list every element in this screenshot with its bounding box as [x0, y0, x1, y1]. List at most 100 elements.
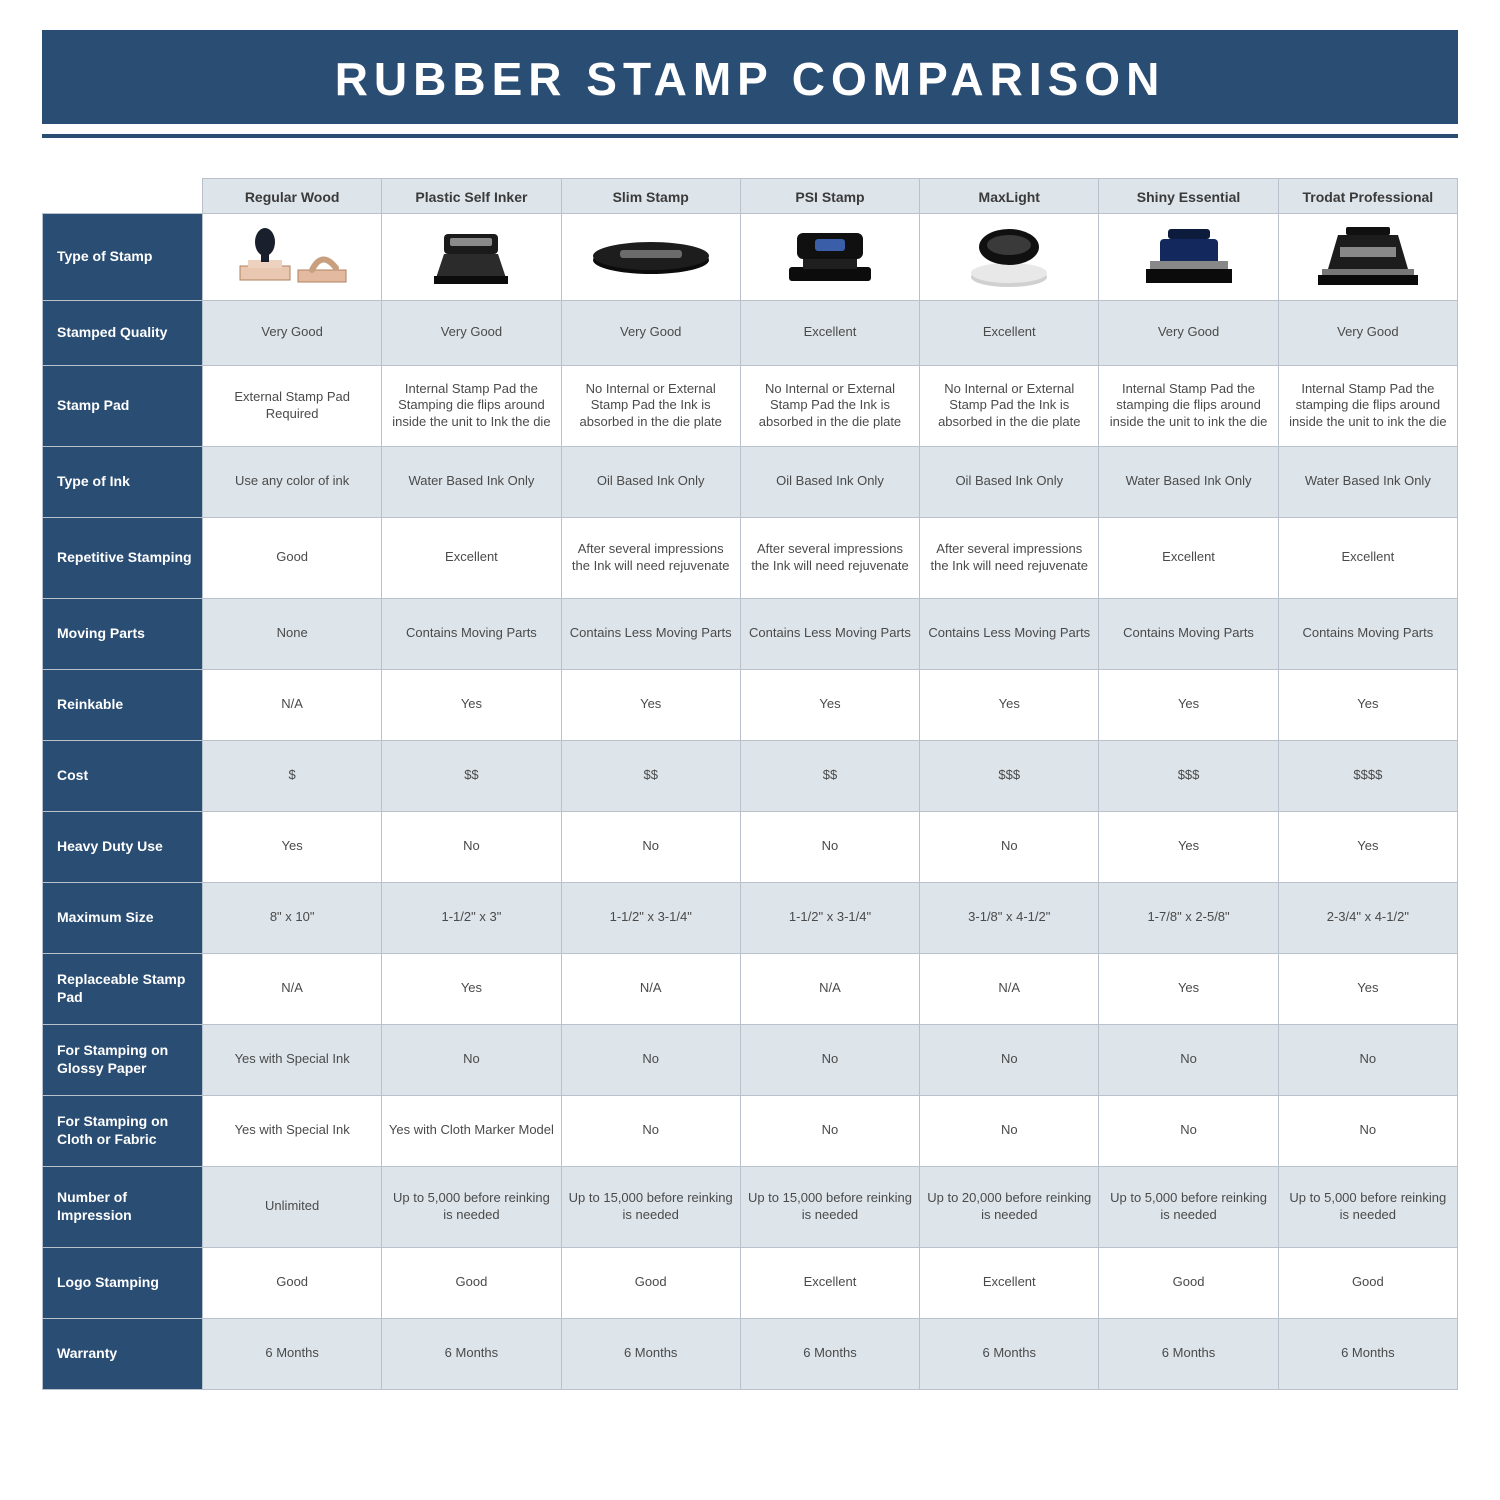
table-cell: N/A	[203, 669, 382, 740]
table-row: Repetitive StampingGoodExcellentAfter se…	[43, 517, 1458, 598]
table-cell: Water Based Ink Only	[1278, 446, 1457, 517]
table-cell: Yes with Special Ink	[203, 1024, 382, 1095]
table-row: Moving PartsNoneContains Moving Parts Con…	[43, 598, 1458, 669]
table-row: For Stamping on Glossy PaperYes with Spe…	[43, 1024, 1458, 1095]
table-cell: Yes	[1278, 953, 1457, 1024]
comparison-table: Regular Wood Plastic Self Inker Slim Sta…	[42, 178, 1458, 1390]
table-cell: No	[561, 1024, 740, 1095]
row-label: For Stamping on Glossy Paper	[43, 1024, 203, 1095]
row-label: Moving Parts	[43, 598, 203, 669]
table-row: Warranty6 Months6 Months6 Months6 Months…	[43, 1318, 1458, 1389]
table-cell: Yes	[1099, 811, 1278, 882]
row-label: Replaceable Stamp Pad	[43, 953, 203, 1024]
table-cell: Very Good	[561, 300, 740, 365]
table-cell: No	[1278, 1095, 1457, 1166]
table-cell: Internal Stamp Pad the stamping die flip…	[1278, 365, 1457, 446]
table-cell: Unlimited	[203, 1166, 382, 1247]
table-cell: No	[1099, 1095, 1278, 1166]
table-cell: Yes	[1278, 669, 1457, 740]
table-cell: Contains Less Moving Parts	[920, 598, 1099, 669]
table-cell: 6 Months	[740, 1318, 919, 1389]
row-label: For Stamping on Cloth or Fabric	[43, 1095, 203, 1166]
table-cell: Yes	[1099, 953, 1278, 1024]
title-underline	[42, 134, 1458, 138]
table-cell: Yes	[382, 669, 561, 740]
table-cell: 1-1/2" x 3"	[382, 882, 561, 953]
table-cell: No	[1099, 1024, 1278, 1095]
table-cell: Up to 5,000 before reinking is needed	[1278, 1166, 1457, 1247]
col-head: Trodat Professional	[1278, 179, 1457, 214]
table-cell: Very Good	[203, 300, 382, 365]
table-cell: 6 Months	[382, 1318, 561, 1389]
table-cell: Internal Stamp Pad the Stamping die flip…	[382, 365, 561, 446]
table-row: Number of ImpressionUnlimitedUp to 5,000…	[43, 1166, 1458, 1247]
table-row: Stamped QualityVery GoodVery GoodVery Go…	[43, 300, 1458, 365]
table-row: Heavy Duty UseYesNoNoNoNoYesYes	[43, 811, 1458, 882]
row-label: Type of Ink	[43, 446, 203, 517]
image-row: Type of Stamp	[43, 213, 1458, 300]
table-cell: No Internal or External Stamp Pad the In…	[740, 365, 919, 446]
row-label: Stamp Pad	[43, 365, 203, 446]
table-cell: Up to 5,000 before reinking is needed	[382, 1166, 561, 1247]
trodat-professional-icon	[1308, 225, 1428, 289]
table-row: For Stamping on Cloth or Fabric Yes with …	[43, 1095, 1458, 1166]
table-cell: Up to 20,000 before reinking is needed	[920, 1166, 1099, 1247]
table-cell: Contains Moving Parts	[382, 598, 561, 669]
stamp-image-shiny-essential	[1099, 213, 1278, 300]
col-head: MaxLight	[920, 179, 1099, 214]
row-label: Warranty	[43, 1318, 203, 1389]
table-cell: Excellent	[920, 1247, 1099, 1318]
row-label: Reinkable	[43, 669, 203, 740]
table-cell: Up to 5,000 before reinking is needed	[1099, 1166, 1278, 1247]
table-cell: 6 Months	[561, 1318, 740, 1389]
table-cell: No	[1278, 1024, 1457, 1095]
row-label: Logo Stamping	[43, 1247, 203, 1318]
table-cell: Excellent	[740, 1247, 919, 1318]
col-head: PSI Stamp	[740, 179, 919, 214]
table-cell: $$$$	[1278, 740, 1457, 811]
table-cell: No	[561, 1095, 740, 1166]
page: RUBBER STAMP COMPARISON Regular Wood Pla…	[0, 0, 1500, 1500]
stamp-image-slim-stamp	[561, 213, 740, 300]
table-cell: After several impressions the Ink will n…	[920, 517, 1099, 598]
table-cell: Yes	[382, 953, 561, 1024]
table-row: Replaceable Stamp PadN/AYesN/AN/AN/AYesY…	[43, 953, 1458, 1024]
table-cell: 6 Months	[920, 1318, 1099, 1389]
table-cell: Excellent	[1278, 517, 1457, 598]
table-cell: Yes	[1278, 811, 1457, 882]
row-label-type-of-stamp: Type of Stamp	[43, 213, 203, 300]
table-cell: No	[920, 1095, 1099, 1166]
table-cell: No	[740, 1024, 919, 1095]
table-cell: None	[203, 598, 382, 669]
table-row: ReinkableN/AYesYesYesYesYesYes	[43, 669, 1458, 740]
table-cell: Internal Stamp Pad the stamping die flip…	[1099, 365, 1278, 446]
table-cell: Up to 15,000 before reinking is needed	[561, 1166, 740, 1247]
table-cell: $$	[561, 740, 740, 811]
table-cell: 6 Months	[203, 1318, 382, 1389]
table-cell: No	[382, 1024, 561, 1095]
table-cell: External Stamp Pad Required	[203, 365, 382, 446]
table-cell: No	[561, 811, 740, 882]
table-cell: 6 Months	[1278, 1318, 1457, 1389]
header-blank-cell	[43, 179, 203, 214]
table-cell: After several impressions the Ink will n…	[740, 517, 919, 598]
table-cell: Good	[203, 1247, 382, 1318]
table-cell: Yes	[920, 669, 1099, 740]
table-cell: Oil Based Ink Only	[740, 446, 919, 517]
table-cell: 1-1/2" x 3-1/4"	[740, 882, 919, 953]
table-cell: Oil Based Ink Only	[561, 446, 740, 517]
slim-stamp-icon	[586, 232, 716, 282]
table-cell: Very Good	[382, 300, 561, 365]
wood-stamp-icon	[232, 226, 352, 288]
table-cell: Very Good	[1278, 300, 1457, 365]
table-cell: Excellent	[1099, 517, 1278, 598]
shiny-essential-icon	[1134, 225, 1244, 289]
table-row: Maximum Size8" x 10"1-1/2" x 3"1-1/2" x …	[43, 882, 1458, 953]
col-head: Shiny Essential	[1099, 179, 1278, 214]
table-cell: 2-3/4" x 4-1/2"	[1278, 882, 1457, 953]
table-cell: Yes with Cloth Marker Model	[382, 1095, 561, 1166]
table-cell: No	[740, 811, 919, 882]
table-cell: Contains Less Moving Parts	[740, 598, 919, 669]
table-cell: Very Good	[1099, 300, 1278, 365]
table-cell: N/A	[920, 953, 1099, 1024]
